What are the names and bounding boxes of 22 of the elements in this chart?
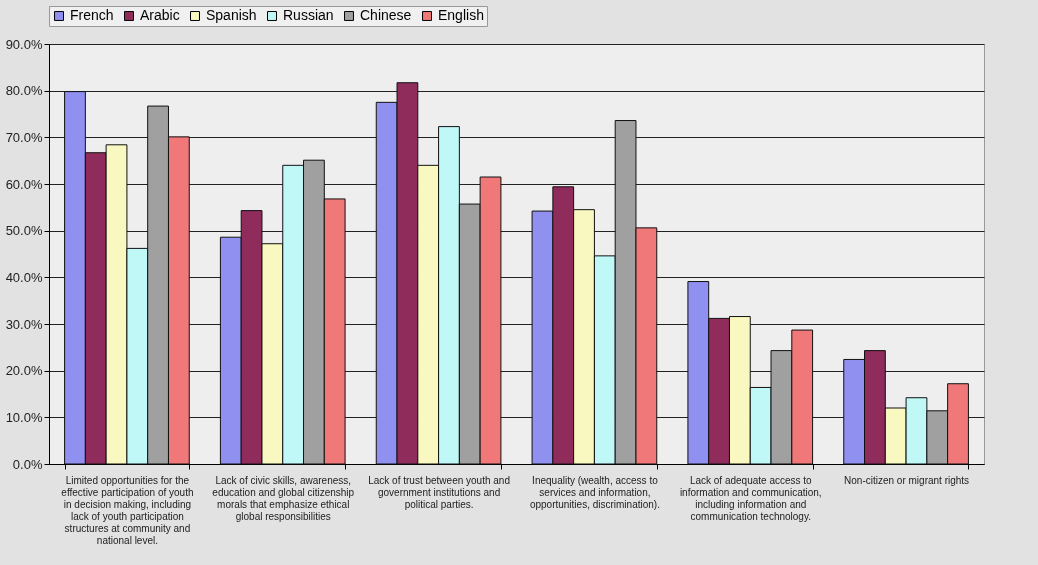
y-tick-label: 20.0% [5,363,43,379]
y-tick-label: 30.0% [5,316,43,332]
legend-label: English [438,7,484,23]
y-tick-label: 0.0% [12,456,43,472]
x-tick-label: Non-citizen or migrant rights [844,474,970,486]
y-tick-label: 70.0% [5,129,43,145]
y-tick-label: 40.0% [5,269,43,285]
legend-label: French [70,7,114,23]
y-tick-label: 60.0% [5,176,43,192]
legend-label: Chinese [360,7,412,23]
x-tick-label: Lack of adequate access to information and communication, including information and communication technology. [679,474,822,522]
legend-label: Spanish [206,7,257,23]
y-tick-label: 90.0% [5,36,43,52]
x-tick-label: Lack of trust between youth and government institutions and political parties. [368,474,510,510]
legend-label: Arabic [140,7,180,23]
x-tick-label: Inequality (wealth, access to services and information, opportunities, discrimination). [529,474,660,510]
legend-label: Russian [283,7,334,23]
y-tick-label: 50.0% [5,223,43,239]
x-tick-label: Lack of civic skills, awareness, education and global citizenship morals that emphasize ethical global responsibilities [212,474,355,522]
y-tick-label: 10.0% [5,409,43,425]
y-tick-label: 80.0% [5,83,43,99]
x-tick-label: Limited opportunities for the effective participation of youth in decision making, including lack of youth participation structures at community and national level. [61,474,194,546]
